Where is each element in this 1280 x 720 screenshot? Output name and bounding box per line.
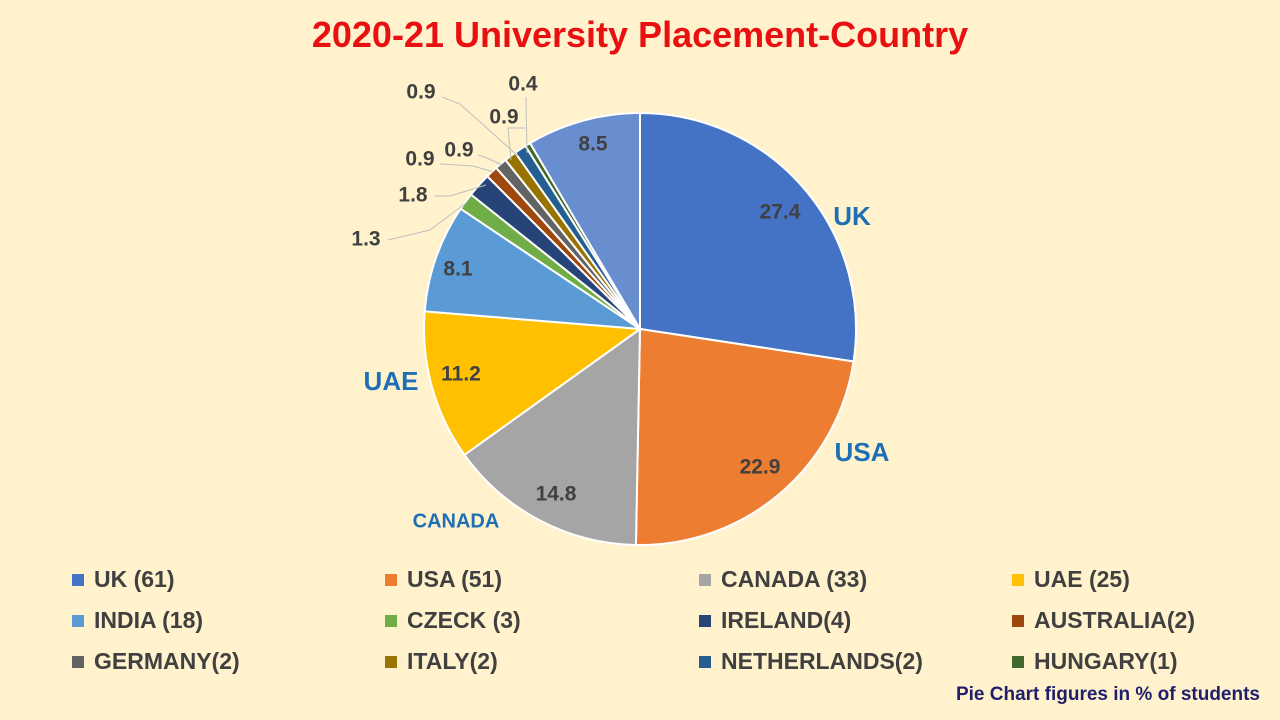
legend-item-usa-51: USA (51) <box>385 566 699 593</box>
legend-label: UAE (25) <box>1034 566 1130 592</box>
legend-item-india-18: INDIA (18) <box>72 607 385 634</box>
data-label-india-18: 8.1 <box>443 258 473 281</box>
pie-slice-usa-51 <box>634 327 855 546</box>
legend-label: AUSTRALIA(2) <box>1034 607 1195 633</box>
legend-swatch <box>385 614 397 627</box>
data-label-uk-61: 27.4 <box>760 201 801 224</box>
legend-label: IRELAND(4) <box>721 607 852 633</box>
data-label-usa-51: 22.9 <box>740 456 781 479</box>
data-label-ireland-4: 1.8 <box>398 184 428 207</box>
legend-item-ireland-4: IRELAND(4) <box>699 607 1012 634</box>
legend-swatch <box>699 573 711 586</box>
leader-line <box>434 184 487 197</box>
data-label-uae-25: 11.2 <box>441 363 481 386</box>
legend: UK (61) USA (51) CANADA (33) UAE (25) INDIA … <box>72 566 1252 675</box>
legend-label: INDIA (18) <box>94 607 204 633</box>
chart-title: 2020-21 University Placement-Country <box>311 14 969 55</box>
legend-label: HUNGARY(1) <box>1034 648 1178 674</box>
data-label-czeck-3: 1.3 <box>351 228 380 251</box>
chart-note: Pie Chart figures in % of students <box>955 684 1260 705</box>
legend-swatch <box>699 614 711 627</box>
legend-label: CZECK (3) <box>407 607 521 633</box>
legend-swatch <box>1012 614 1024 627</box>
legend-item-netherlands-2: NETHERLANDS(2) <box>699 648 1012 675</box>
legend-label: UK (61) <box>94 566 175 592</box>
leader-line <box>439 163 495 173</box>
legend-item-uae-25: UAE (25) <box>1012 566 1280 593</box>
legend-swatch <box>72 573 84 586</box>
pie-slice-india-18 <box>423 207 644 331</box>
data-label-other: 8.5 <box>578 133 608 156</box>
data-label-germany-2: 0.9 <box>444 139 473 162</box>
leader-line <box>387 202 467 241</box>
legend-swatch <box>72 655 84 668</box>
legend-label: USA (51) <box>407 566 502 592</box>
callout-usa: USA <box>835 437 890 467</box>
data-label-hungary-1: 0.4 <box>508 73 538 96</box>
data-label-netherlands-2: 0.9 <box>406 81 435 104</box>
legend-item-czeck-3: CZECK (3) <box>385 607 699 634</box>
legend-swatch <box>699 655 711 668</box>
callout-uk: UK <box>833 201 871 231</box>
legend-item-germany-2: GERMANY(2) <box>72 648 385 675</box>
pie-slice-uae-25 <box>423 310 643 457</box>
callout-canada: CANADA <box>413 510 500 532</box>
pie-slice-uk-61 <box>639 111 857 363</box>
leader-line <box>441 96 519 157</box>
legend-swatch <box>385 655 397 668</box>
legend-item-canada-33: CANADA (33) <box>699 566 1012 593</box>
pie-slice-other <box>528 111 641 333</box>
legend-swatch <box>72 614 84 627</box>
legend-label: ITALY(2) <box>407 648 498 674</box>
leader-line <box>477 154 503 166</box>
legend-label: NETHERLANDS(2) <box>721 648 923 674</box>
legend-swatch <box>1012 573 1024 586</box>
data-label-australia-2: 0.9 <box>405 148 434 171</box>
leader-line <box>525 97 528 154</box>
pie-slice-canada-33 <box>463 327 642 546</box>
legend-item-hungary-1: HUNGARY(1) <box>1012 648 1280 675</box>
legend-item-italy-2: ITALY(2) <box>385 648 699 675</box>
legend-item-uk-61: UK (61) <box>72 566 385 593</box>
legend-item-australia-2: AUSTRALIA(2) <box>1012 607 1280 634</box>
data-label-italy-2: 0.9 <box>489 106 518 129</box>
legend-label: GERMANY(2) <box>94 648 240 674</box>
callout-uae: UAE <box>364 366 419 396</box>
legend-swatch <box>1012 655 1024 668</box>
legend-swatch <box>385 573 397 586</box>
legend-label: CANADA (33) <box>721 566 868 592</box>
data-label-canada-33: 14.8 <box>536 483 577 506</box>
